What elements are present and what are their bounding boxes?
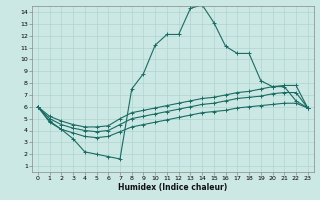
- X-axis label: Humidex (Indice chaleur): Humidex (Indice chaleur): [118, 183, 228, 192]
